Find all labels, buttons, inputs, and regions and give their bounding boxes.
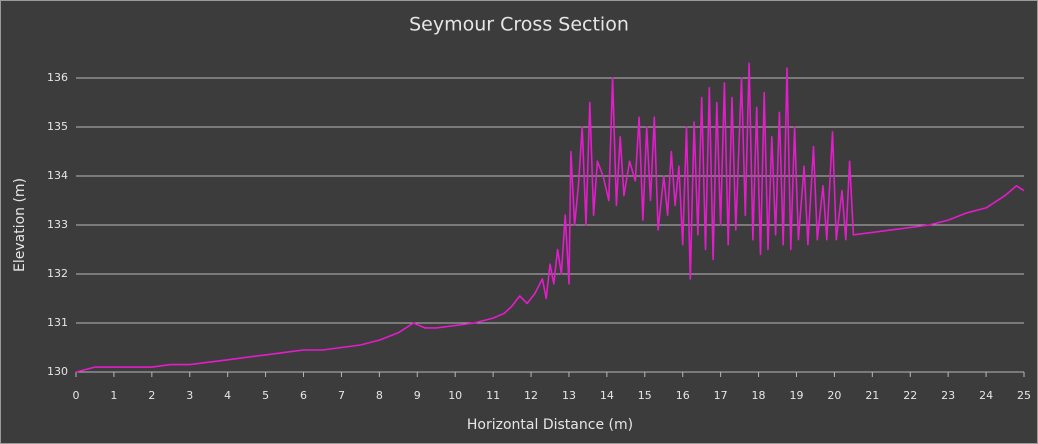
x-tick-label: 10 — [448, 389, 462, 402]
chart-title: Seymour Cross Section — [409, 14, 629, 36]
x-tick-label: 24 — [979, 389, 993, 402]
x-tick-label: 23 — [941, 389, 955, 402]
x-tick-label: 12 — [524, 389, 538, 402]
x-tick-label: 0 — [73, 389, 80, 402]
y-tick-label: 132 — [47, 267, 68, 280]
x-tick-label: 4 — [224, 389, 231, 402]
y-tick-label: 133 — [47, 218, 68, 231]
y-tick-label: 130 — [47, 365, 68, 378]
x-tick-label: 9 — [414, 389, 421, 402]
x-tick-label: 3 — [186, 389, 193, 402]
x-tick-label: 11 — [486, 389, 500, 402]
x-tick-label: 6 — [300, 389, 307, 402]
series-line — [75, 62, 1025, 373]
x-axis-label: Horizontal Distance (m) — [467, 417, 633, 433]
x-tick-label: 1 — [110, 389, 117, 402]
x-tick-label: 22 — [903, 389, 917, 402]
x-tick-label: 8 — [376, 389, 383, 402]
y-tick-label: 131 — [47, 316, 68, 329]
x-tick-label: 5 — [262, 389, 269, 402]
x-tick-label: 15 — [638, 389, 652, 402]
y-tick-label: 134 — [47, 169, 68, 182]
x-tick-label: 13 — [562, 389, 576, 402]
x-tick-label: 19 — [789, 389, 803, 402]
x-tick-label: 25 — [1017, 389, 1031, 402]
x-tick-label: 7 — [338, 389, 345, 402]
y-axis-label: Elevation (m) — [12, 178, 28, 272]
x-tick-label: 16 — [676, 389, 690, 402]
y-tick-label: 135 — [47, 120, 68, 133]
x-tick-label: 14 — [600, 389, 614, 402]
x-tick-label: 21 — [865, 389, 879, 402]
x-tick-label: 17 — [714, 389, 728, 402]
x-tick-label: 20 — [827, 389, 841, 402]
y-tick-label: 136 — [47, 71, 68, 84]
x-tick-label: 2 — [148, 389, 155, 402]
x-tick-label: 18 — [752, 389, 766, 402]
